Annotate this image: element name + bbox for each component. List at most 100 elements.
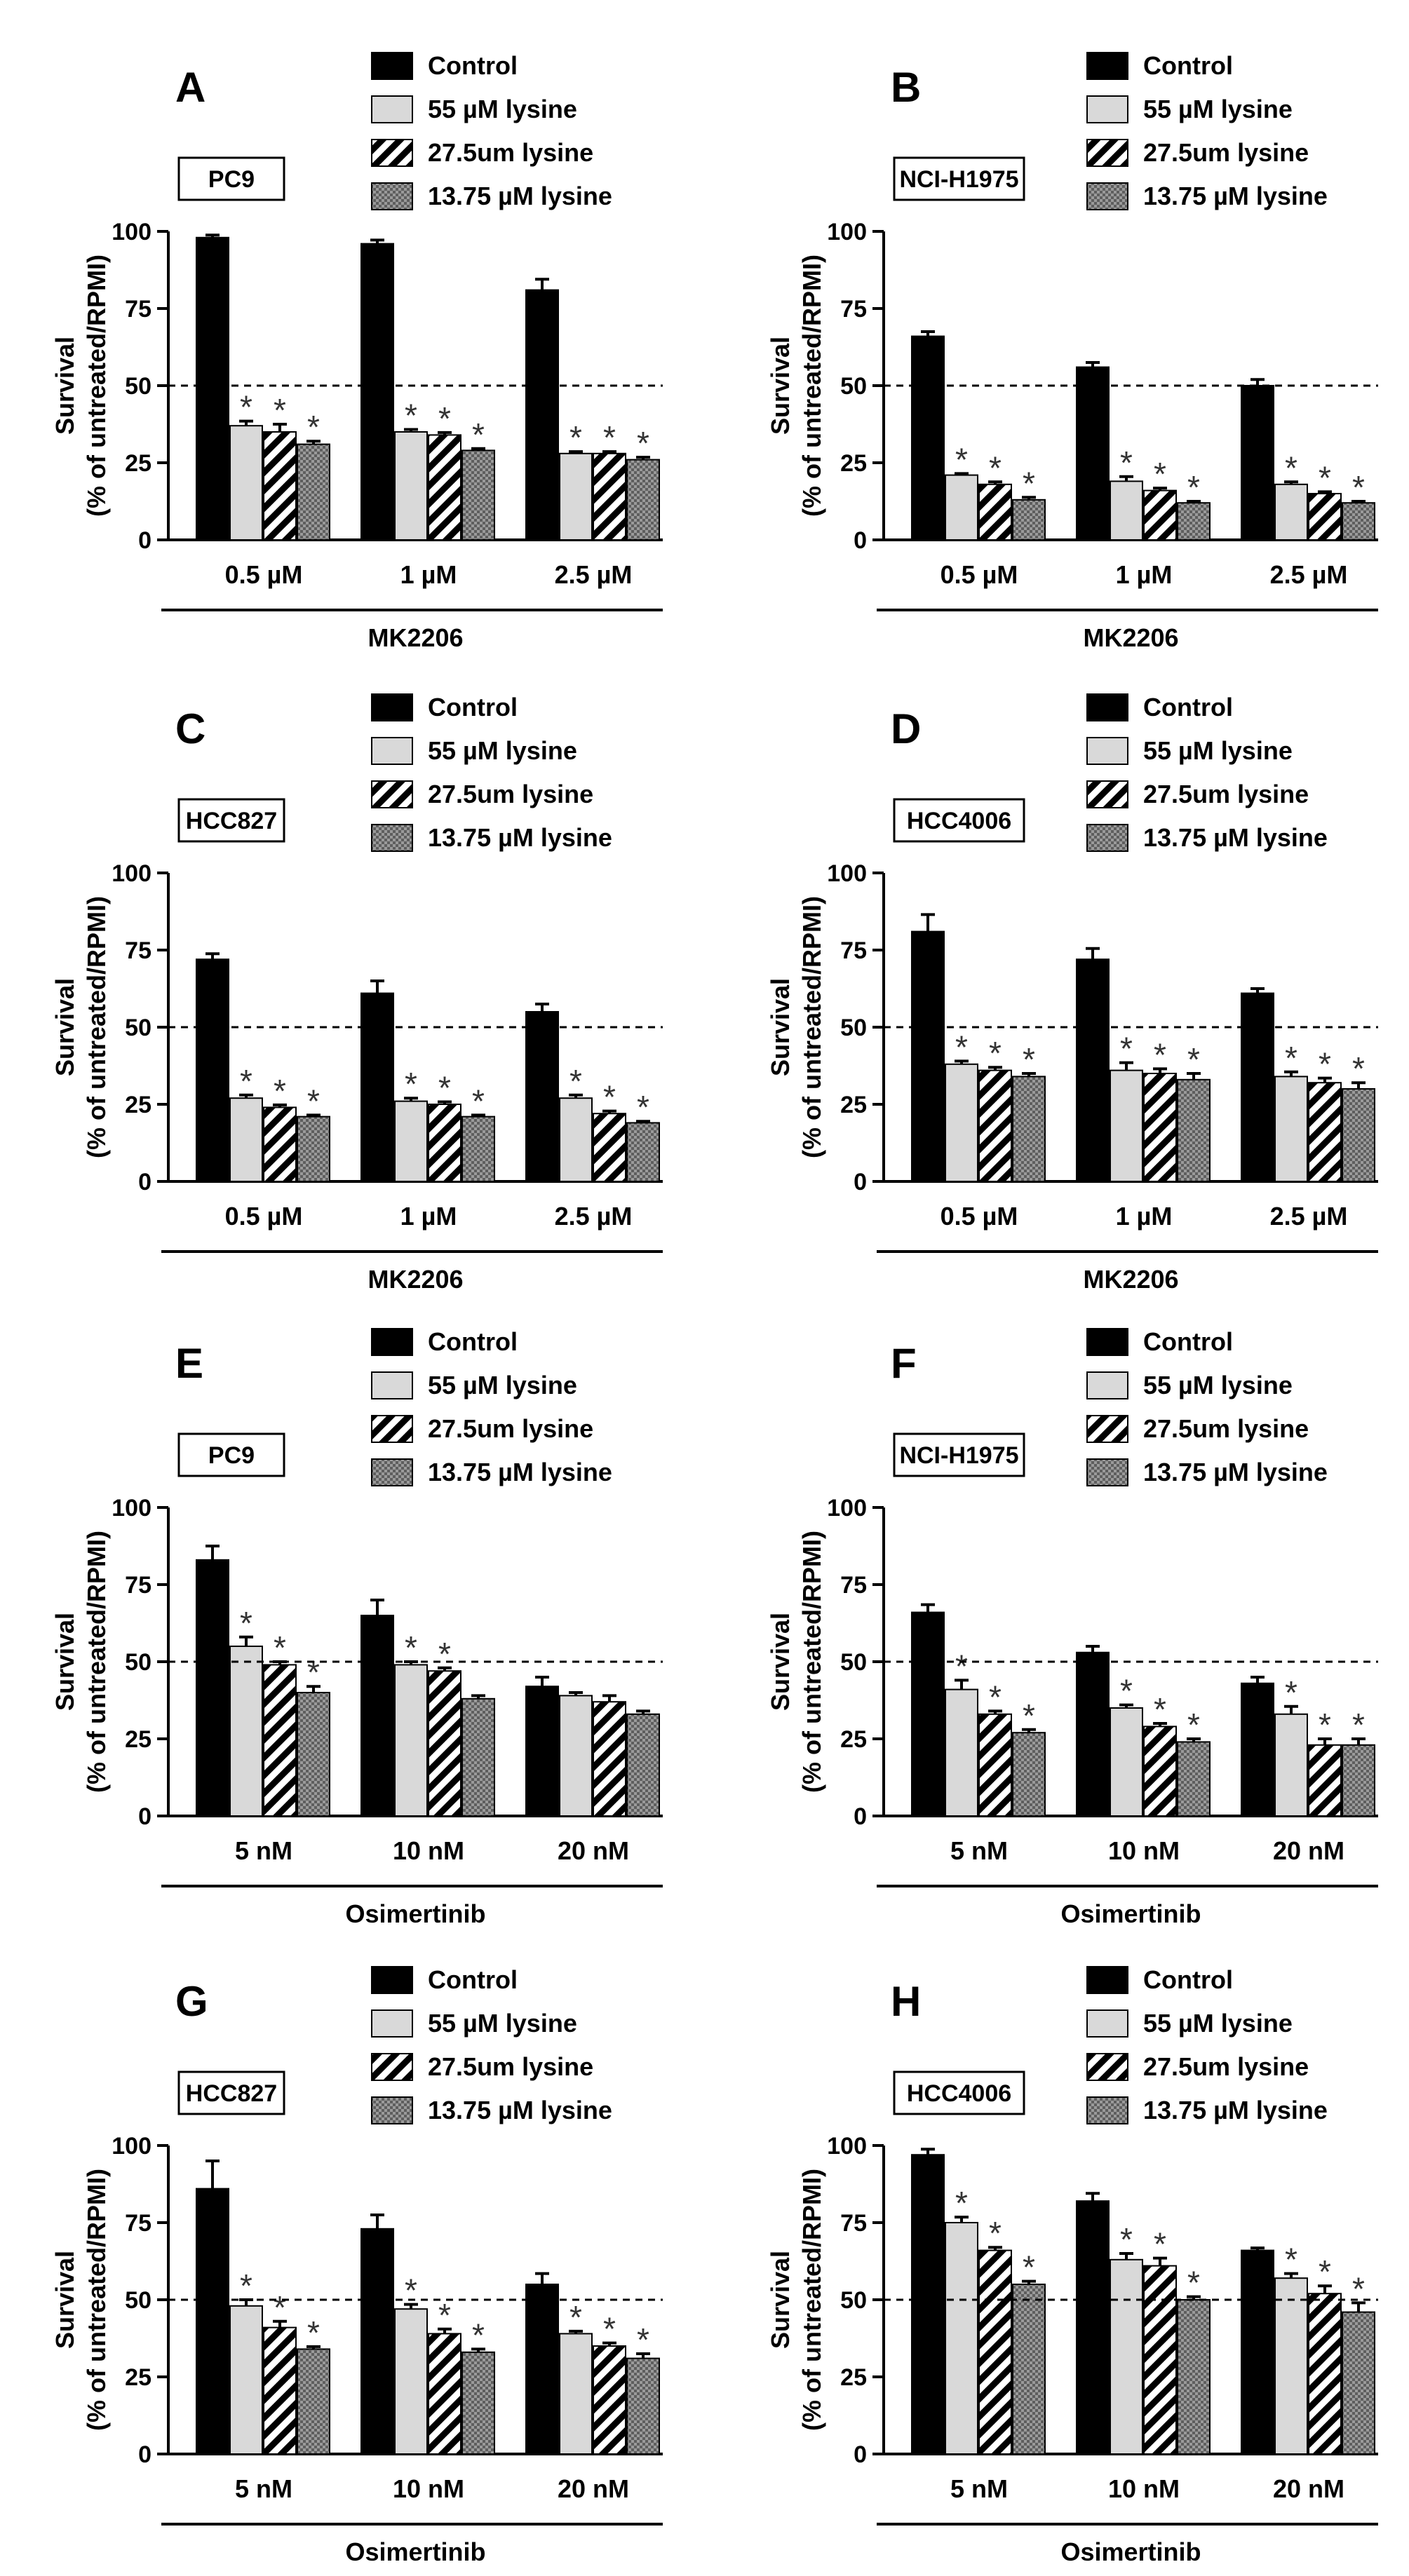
bar [1274, 1713, 1308, 1817]
legend-swatch [371, 1371, 413, 1399]
significance-star: * [240, 1605, 252, 1641]
y-tick-label: 50 [125, 2287, 151, 2314]
y-tick-label: 50 [125, 1649, 151, 1676]
y-tick-label: 25 [125, 1092, 151, 1118]
y-axis-title: (% of untreated/RPMI) [82, 1531, 111, 1793]
bar [297, 443, 330, 541]
legend-label: Control [428, 1965, 518, 1994]
cell-line-label: PC9 [208, 166, 255, 193]
bar [559, 452, 593, 541]
category-label: 1 µM [1116, 560, 1173, 589]
legend-swatch [371, 824, 413, 852]
bar [1143, 2265, 1177, 2455]
category-label: 1 µM [400, 1202, 457, 1231]
significance-star: * [955, 441, 968, 477]
legend-swatch [1086, 139, 1128, 167]
legend-swatch [371, 139, 413, 167]
bar [1143, 1726, 1177, 1817]
legend-swatch [371, 1966, 413, 1994]
category-label: 2.5 µM [1270, 560, 1348, 589]
cell-line-label: HCC827 [186, 808, 277, 834]
bar [360, 1615, 394, 1817]
significance-star: * [438, 1636, 451, 1672]
legend-label: 55 µM lysine [428, 1371, 577, 1399]
bar [911, 2154, 945, 2455]
legend-label: 27.5um lysine [1143, 1414, 1309, 1443]
y-axis-title: (% of untreated/RPMI) [82, 2169, 111, 2431]
bar [626, 2357, 660, 2455]
bar [229, 1097, 263, 1182]
legend-swatch [1086, 182, 1128, 210]
y-tick-label: 100 [827, 219, 867, 245]
y-tick-label: 50 [840, 1015, 867, 1041]
bar [1143, 1073, 1177, 1182]
bar [461, 1116, 495, 1182]
legend-swatch [371, 1415, 413, 1443]
legend-swatch [371, 2053, 413, 2081]
y-tick-label: 100 [112, 2133, 151, 2160]
significance-star: * [1319, 1707, 1331, 1743]
cell-line-box [893, 2070, 1025, 2115]
significance-star: * [603, 2311, 616, 2347]
x-axis-title: MK2206 [368, 1265, 463, 1294]
x-axis-title: MK2206 [1083, 623, 1178, 652]
significance-star: * [472, 1083, 485, 1119]
significance-star: * [240, 2267, 252, 2304]
significance-star: * [240, 389, 252, 426]
significance-star: * [1319, 459, 1331, 496]
category-label: 2.5 µM [555, 1202, 633, 1231]
bar [1076, 2200, 1110, 2455]
legend-swatch [371, 52, 413, 80]
legend-label: 55 µM lysine [428, 736, 577, 765]
significance-star: * [989, 1679, 1002, 1715]
panel-a: A PC9 Control 55 µM lysine 27.5um lysine 13.7… [50, 51, 663, 652]
legend-label: 13.75 µM lysine [1143, 823, 1328, 852]
significance-star: * [637, 425, 649, 461]
bar [1076, 958, 1110, 1182]
significance-star: * [274, 1629, 286, 1666]
bar [1308, 493, 1342, 541]
legend-swatch [1086, 1328, 1128, 1356]
y-axis-title: (% of untreated/RPMI) [797, 896, 826, 1158]
bar [945, 1063, 978, 1183]
significance-star: * [1285, 1040, 1297, 1076]
y-tick-label: 50 [840, 1649, 867, 1676]
y-tick-label: 25 [840, 1726, 867, 1753]
y-tick-label: 100 [112, 1495, 151, 1521]
bar [1308, 1744, 1342, 1817]
legend-label: 55 µM lysine [1143, 1371, 1293, 1399]
bar [593, 1113, 626, 1182]
significance-star: * [1319, 2253, 1331, 2290]
bar [1110, 2258, 1143, 2455]
category-label: 10 nM [393, 1836, 464, 1865]
y-tick-label: 75 [840, 937, 867, 964]
significance-star: * [307, 409, 320, 445]
bar [1076, 366, 1110, 541]
legend-label: 13.75 µM lysine [428, 1458, 612, 1486]
y-tick-label: 25 [840, 1092, 867, 1118]
category-label: 5 nM [950, 2474, 1008, 2503]
significance-star: * [307, 1654, 320, 1690]
bar [263, 1106, 297, 1183]
category-label: 0.5 µM [941, 1202, 1018, 1231]
cell-line-box [177, 798, 285, 843]
bar [559, 1097, 593, 1182]
cell-line-box [893, 798, 1025, 843]
bar [461, 1697, 495, 1817]
significance-star: * [274, 392, 286, 428]
category-label: 10 nM [393, 2474, 464, 2503]
category-label: 5 nM [235, 2474, 292, 2503]
significance-star: * [989, 2215, 1002, 2251]
panel-c: C HCC827 Control 55 µM lysine 27.5um lysine 1… [50, 693, 663, 1294]
y-axis-title: (% of untreated/RPMI) [797, 2169, 826, 2431]
significance-star: * [307, 1083, 320, 1119]
bar [196, 2188, 229, 2455]
significance-star: * [1187, 1707, 1200, 1743]
bar [263, 431, 297, 541]
significance-star: * [603, 1079, 616, 1116]
legend-label: 27.5um lysine [1143, 780, 1309, 808]
bar [1342, 1744, 1375, 1817]
y-tick-label: 0 [138, 1169, 151, 1195]
significance-star: * [955, 1029, 968, 1065]
cell-line-box [177, 2070, 285, 2115]
